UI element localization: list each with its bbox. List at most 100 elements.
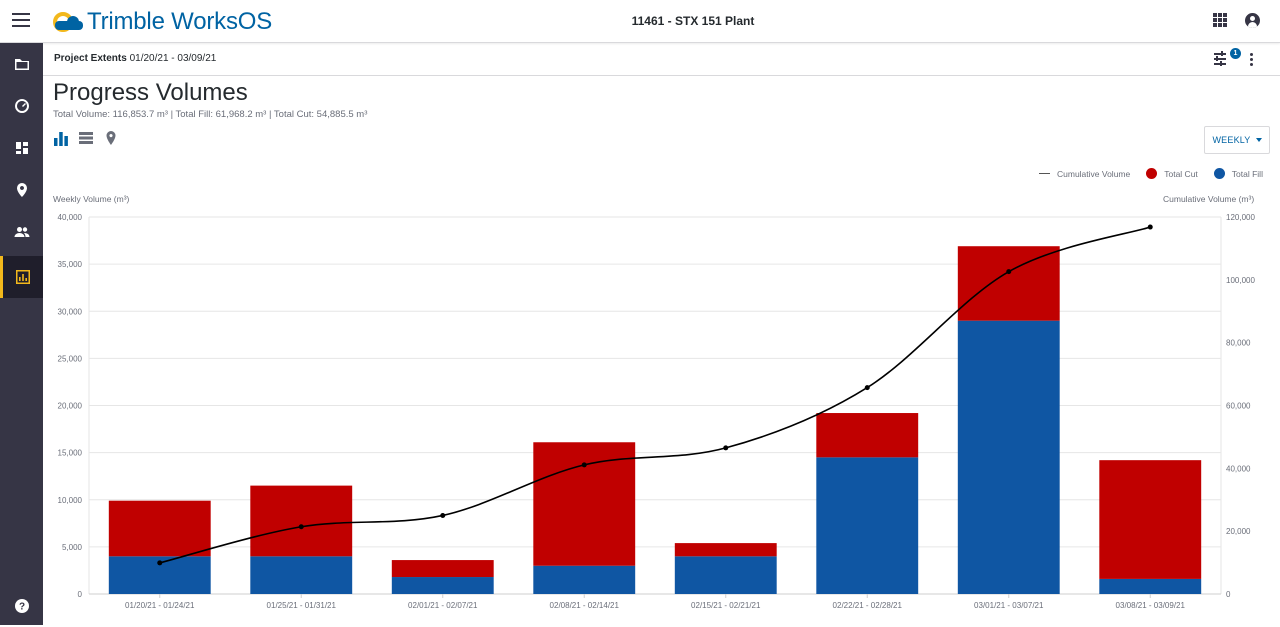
bar-total-fill bbox=[957, 320, 1060, 594]
folder-icon bbox=[14, 59, 29, 70]
report-chart-icon bbox=[16, 270, 30, 284]
location-pin-icon bbox=[16, 183, 27, 197]
project-title: 11461 - STX 151 Plant bbox=[631, 14, 755, 28]
people-icon bbox=[14, 227, 29, 237]
sidebar-item-projects[interactable] bbox=[0, 43, 43, 85]
bar-total-cut bbox=[816, 413, 919, 458]
trimble-logo-icon bbox=[53, 12, 83, 32]
legend-item-cut[interactable]: Total Cut bbox=[1146, 168, 1198, 179]
cumulative-volume-line bbox=[159, 226, 1151, 564]
cumulative-point bbox=[723, 445, 729, 451]
x-tick-label: 02/08/21 - 02/14/21 bbox=[550, 601, 620, 610]
bar-total-fill bbox=[250, 556, 353, 594]
dashboard-gauge-icon bbox=[14, 99, 29, 113]
hamburger-icon[interactable] bbox=[12, 13, 30, 29]
bar-total-cut bbox=[1099, 460, 1202, 579]
y-tick-label: 20,000 bbox=[58, 402, 83, 411]
progress-volumes-chart: Cumulative Volume Total Cut Total Fill W… bbox=[43, 160, 1280, 625]
bar-total-cut bbox=[108, 500, 211, 557]
sidebar-item-reports[interactable] bbox=[0, 256, 43, 298]
y-tick-label: 25,000 bbox=[58, 354, 83, 363]
project-extents-range: 01/20/21 - 03/09/21 bbox=[129, 53, 217, 64]
apps-grid-icon[interactable] bbox=[1213, 13, 1227, 27]
x-tick-label: 02/15/21 - 02/21/21 bbox=[691, 601, 761, 610]
brand-logo[interactable]: Trimble WorksOS bbox=[53, 8, 272, 36]
y-tick-label: 30,000 bbox=[58, 307, 83, 316]
legend-label: Cumulative Volume bbox=[1057, 168, 1131, 179]
bar-total-cut bbox=[674, 543, 777, 557]
y2-tick-label: 100,000 bbox=[1226, 276, 1255, 285]
legend-dot-swatch bbox=[1213, 168, 1225, 179]
sidebar-item-people[interactable] bbox=[0, 211, 43, 253]
legend-label: Total Cut bbox=[1164, 168, 1198, 179]
cumulative-point bbox=[1006, 269, 1012, 275]
cumulative-point bbox=[157, 560, 163, 566]
x-tick-label: 03/08/21 - 03/09/21 bbox=[1116, 601, 1186, 610]
y-tick-label: 0 bbox=[78, 590, 83, 599]
legend-dot-swatch bbox=[1146, 168, 1158, 179]
sidebar-item-widgets[interactable] bbox=[0, 127, 43, 169]
bar-total-fill bbox=[674, 556, 777, 594]
chart-legend: Cumulative Volume Total Cut Total Fill bbox=[1023, 168, 1263, 179]
y2-tick-label: 60,000 bbox=[1226, 402, 1251, 411]
bar-total-cut bbox=[250, 485, 353, 557]
legend-line-swatch bbox=[1039, 172, 1050, 175]
x-tick-label: 01/20/21 - 01/24/21 bbox=[125, 601, 195, 610]
y-tick-label: 5,000 bbox=[62, 543, 83, 552]
brand-name: Trimble WorksOS bbox=[87, 8, 273, 35]
filter-settings-icon[interactable] bbox=[1213, 51, 1229, 66]
bar-total-cut bbox=[957, 246, 1060, 321]
filter-count-badge: 1 bbox=[1230, 48, 1241, 59]
project-extents-bar: Project Extents 01/20/21 - 03/09/21 1 bbox=[43, 43, 1280, 76]
cumulative-point bbox=[864, 385, 870, 391]
x-tick-label: 03/01/21 - 03/07/21 bbox=[974, 601, 1044, 610]
y2-tick-label: 0 bbox=[1226, 590, 1231, 599]
svg-text:?: ? bbox=[18, 602, 24, 613]
bar-total-fill bbox=[391, 577, 494, 594]
x-tick-label: 02/01/21 - 02/07/21 bbox=[408, 601, 478, 610]
chart-canvas: 0 5,000 10,000 15,000 20,000 25,000 30,000 35,0… bbox=[58, 213, 1256, 610]
table-view-icon[interactable] bbox=[78, 130, 94, 146]
legend-item-cumulative[interactable]: Cumulative Volume bbox=[1039, 169, 1130, 179]
project-extents-label: Project Extents bbox=[54, 53, 127, 64]
y-tick-label: 40,000 bbox=[58, 213, 83, 222]
cumulative-point bbox=[298, 524, 304, 530]
y2-axis-title: Cumulative Volume (m³) bbox=[1163, 194, 1255, 204]
widgets-icon bbox=[15, 142, 28, 154]
y2-tick-label: 20,000 bbox=[1226, 527, 1251, 536]
cumulative-point bbox=[440, 512, 446, 518]
caret-down-icon bbox=[1255, 138, 1262, 142]
sidebar-help[interactable]: ? bbox=[0, 585, 43, 627]
volume-summary: Total Volume: 116,853.7 m³ | Total Fill:… bbox=[53, 109, 368, 120]
x-tick-label: 02/22/21 - 02/28/21 bbox=[833, 601, 903, 610]
bar-total-fill bbox=[1099, 578, 1202, 594]
y-tick-label: 10,000 bbox=[58, 496, 83, 505]
y-tick-label: 15,000 bbox=[58, 449, 83, 458]
page-title: Progress Volumes bbox=[53, 79, 248, 106]
bar-total-fill bbox=[533, 565, 636, 594]
sidebar: ? bbox=[0, 43, 43, 625]
cumulative-point bbox=[1147, 224, 1153, 230]
y-tick-label: 35,000 bbox=[58, 260, 83, 269]
top-header: Trimble WorksOS 11461 - STX 151 Plant bbox=[0, 0, 1280, 43]
x-tick-label: 01/25/21 - 01/31/21 bbox=[267, 601, 337, 610]
y2-tick-label: 80,000 bbox=[1226, 339, 1251, 348]
map-view-icon[interactable] bbox=[103, 130, 119, 146]
y-axis-title: Weekly Volume (m³) bbox=[53, 194, 130, 204]
y2-tick-label: 40,000 bbox=[1226, 464, 1251, 473]
help-icon: ? bbox=[14, 599, 29, 613]
period-select-value: WEEKLY bbox=[1212, 135, 1251, 145]
bar-chart-view-icon[interactable] bbox=[53, 130, 69, 146]
bar-total-cut bbox=[533, 442, 636, 566]
cumulative-point bbox=[581, 462, 587, 468]
legend-item-fill[interactable]: Total Fill bbox=[1213, 168, 1263, 179]
legend-label: Total Fill bbox=[1231, 168, 1263, 179]
period-select[interactable]: WEEKLY bbox=[1204, 126, 1270, 154]
account-icon[interactable] bbox=[1245, 13, 1260, 28]
view-toggle-group bbox=[53, 130, 119, 146]
bar-total-cut bbox=[391, 560, 494, 578]
sidebar-item-dashboard[interactable] bbox=[0, 85, 43, 127]
sidebar-item-locations[interactable] bbox=[0, 169, 43, 211]
bar-total-fill bbox=[816, 457, 919, 594]
more-options-icon[interactable] bbox=[1250, 53, 1254, 67]
